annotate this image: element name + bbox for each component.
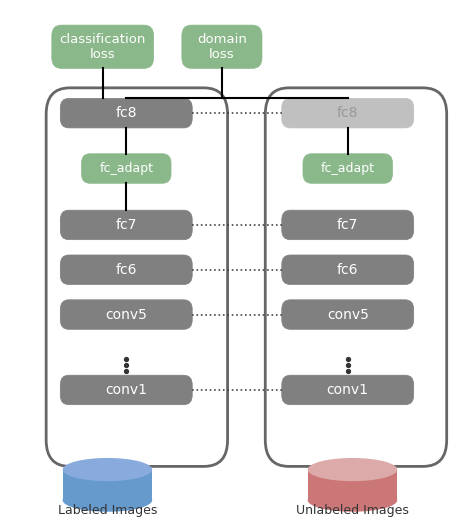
FancyBboxPatch shape xyxy=(303,154,392,183)
Text: Unlabeled Images: Unlabeled Images xyxy=(296,504,409,517)
FancyBboxPatch shape xyxy=(282,375,414,405)
FancyBboxPatch shape xyxy=(282,210,414,240)
FancyBboxPatch shape xyxy=(282,300,414,329)
FancyBboxPatch shape xyxy=(82,154,171,183)
Text: Labeled Images: Labeled Images xyxy=(58,504,157,517)
Text: fc7: fc7 xyxy=(337,218,358,232)
FancyBboxPatch shape xyxy=(282,99,414,128)
Text: conv1: conv1 xyxy=(327,383,369,397)
Polygon shape xyxy=(63,470,152,500)
Ellipse shape xyxy=(63,489,152,512)
FancyBboxPatch shape xyxy=(60,300,192,329)
Text: fc8: fc8 xyxy=(337,106,358,120)
Text: fc8: fc8 xyxy=(116,106,137,120)
FancyBboxPatch shape xyxy=(265,88,447,466)
FancyBboxPatch shape xyxy=(52,25,154,68)
FancyBboxPatch shape xyxy=(282,255,414,285)
Text: conv5: conv5 xyxy=(105,307,147,322)
Text: classification
loss: classification loss xyxy=(60,33,146,61)
Ellipse shape xyxy=(63,458,152,481)
Text: domain
loss: domain loss xyxy=(197,33,247,61)
Polygon shape xyxy=(308,470,397,500)
Ellipse shape xyxy=(308,489,397,512)
Text: fc_adapt: fc_adapt xyxy=(99,162,153,175)
Text: fc7: fc7 xyxy=(116,218,137,232)
Text: fc6: fc6 xyxy=(337,263,358,277)
FancyBboxPatch shape xyxy=(60,255,192,285)
FancyBboxPatch shape xyxy=(60,99,192,128)
Text: conv5: conv5 xyxy=(327,307,369,322)
FancyBboxPatch shape xyxy=(60,375,192,405)
Text: conv1: conv1 xyxy=(105,383,147,397)
Ellipse shape xyxy=(308,458,397,481)
Text: fc_adapt: fc_adapt xyxy=(321,162,375,175)
FancyBboxPatch shape xyxy=(60,210,192,240)
Text: fc6: fc6 xyxy=(116,263,137,277)
FancyBboxPatch shape xyxy=(46,88,228,466)
FancyBboxPatch shape xyxy=(182,25,262,68)
